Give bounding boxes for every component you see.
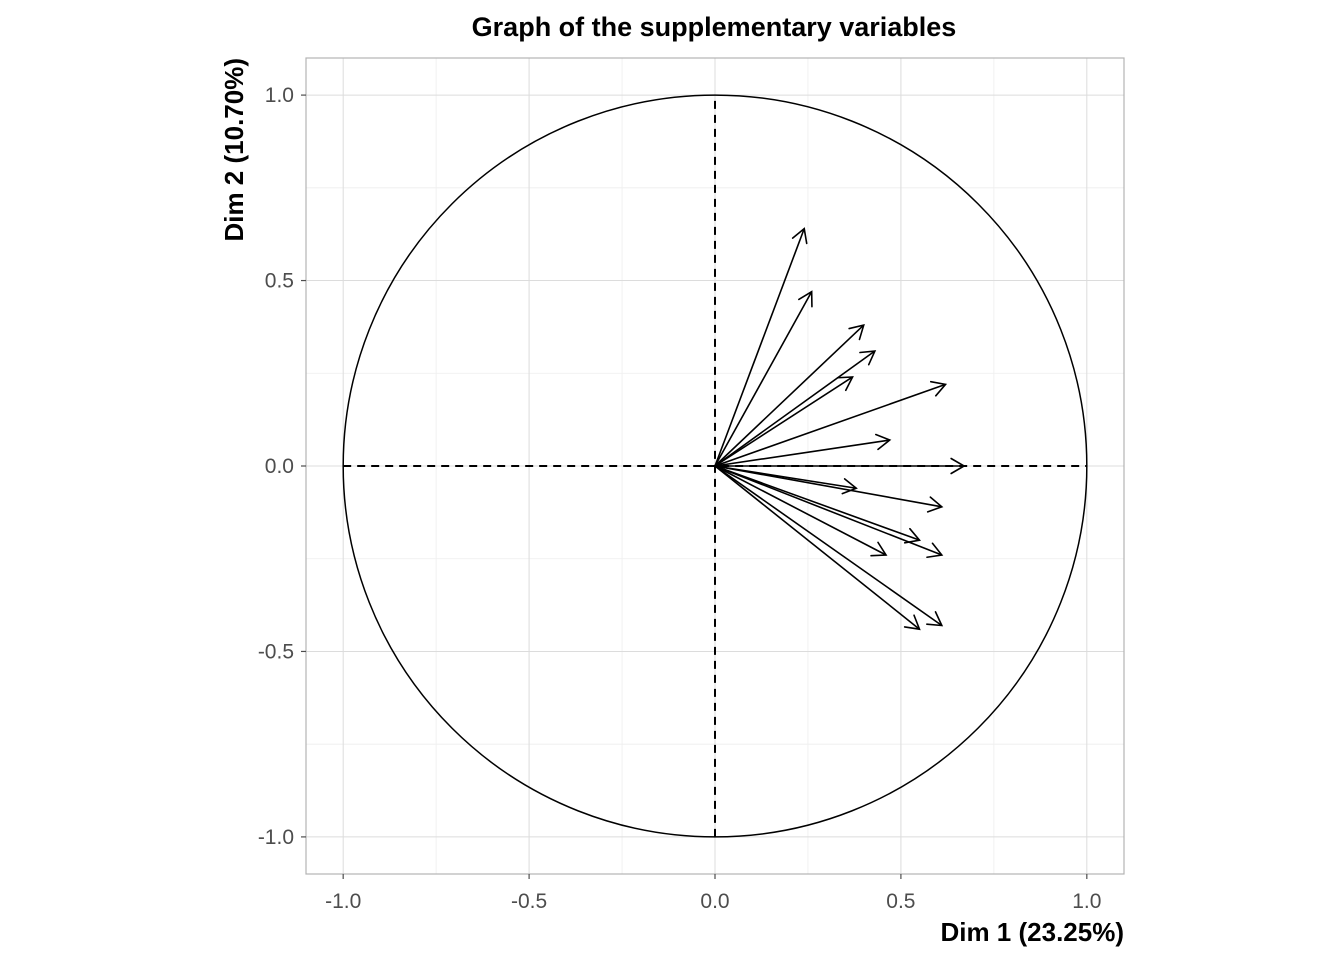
vector-shaft xyxy=(714,465,920,630)
variable-vector xyxy=(714,290,813,467)
vector-arrowhead xyxy=(926,496,944,513)
variable-vector xyxy=(715,457,966,475)
vector-arrowhead xyxy=(926,611,944,627)
vector-arrowhead xyxy=(848,323,865,341)
x-tick-label: 0.5 xyxy=(886,890,915,913)
vector-arrowhead xyxy=(929,380,948,397)
y-tick-label: -0.5 xyxy=(258,640,294,663)
vector-arrowhead xyxy=(875,433,892,451)
vector-shaft xyxy=(714,324,865,467)
variable-vector xyxy=(714,433,892,467)
variable-vector xyxy=(714,380,948,467)
y-tick-label: 1.0 xyxy=(265,84,294,107)
vector-arrowhead xyxy=(791,227,808,245)
vector-shaft xyxy=(714,383,946,467)
vector-shaft xyxy=(714,376,854,467)
vector-shaft xyxy=(714,439,890,467)
vector-arrowhead xyxy=(859,350,877,366)
y-axis-title: Dim 2 (10.70%) xyxy=(219,58,249,242)
axis-ticks: -1.0 -0.5 0.0 0.5 1.0 -1.0 -0.5 0.0 0.5 1.0 xyxy=(258,84,1102,913)
variable-vector xyxy=(714,465,944,513)
x-tick-label: 0.0 xyxy=(700,890,729,913)
x-tick-label: 1.0 xyxy=(1072,890,1101,913)
vector-arrowhead xyxy=(870,541,888,557)
vector-shaft xyxy=(714,465,920,541)
vector-arrowhead xyxy=(950,457,966,475)
variable-vector xyxy=(714,465,888,557)
variable-vector xyxy=(714,376,854,467)
vector-arrowhead xyxy=(903,614,921,631)
chart-title: Graph of the supplementary variables xyxy=(472,12,957,42)
vectors xyxy=(714,227,966,631)
vector-arrowhead xyxy=(841,478,858,495)
vector-shaft xyxy=(714,465,943,627)
x-axis-title: Dim 1 (23.25%) xyxy=(940,917,1124,947)
vector-shaft xyxy=(714,465,887,556)
variable-vector xyxy=(714,465,944,559)
y-tick-label: 0.5 xyxy=(265,270,294,293)
x-tick-label: -1.0 xyxy=(325,890,361,913)
y-tick-label: 0.0 xyxy=(265,455,294,478)
vector-shaft xyxy=(714,465,942,508)
vector-arrowhead xyxy=(926,542,944,559)
vector-arrowhead xyxy=(836,376,854,392)
vector-shaft xyxy=(714,228,805,467)
x-tick-label: -0.5 xyxy=(511,890,547,913)
vector-shaft xyxy=(714,291,813,467)
y-tick-label: -1.0 xyxy=(258,826,294,849)
variable-vector xyxy=(714,465,944,627)
vector-arrowhead xyxy=(798,290,813,308)
variable-vector xyxy=(714,227,808,467)
variable-vector xyxy=(714,350,877,467)
variable-vector xyxy=(714,323,865,467)
vector-shaft xyxy=(714,350,876,467)
vector-shaft xyxy=(714,465,943,556)
variable-vector xyxy=(714,465,921,631)
